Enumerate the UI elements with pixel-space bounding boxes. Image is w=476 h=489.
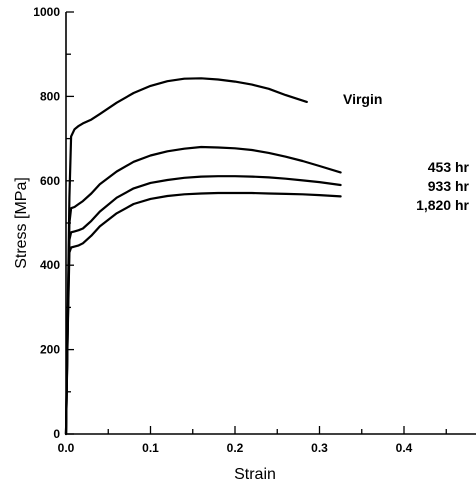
series-line-4 bbox=[64, 191, 342, 436]
x-tick-label: 0.2 bbox=[227, 441, 244, 455]
y-tick-label: 1000 bbox=[33, 5, 60, 19]
series-line-3 bbox=[64, 175, 342, 436]
series-line-1 bbox=[64, 77, 308, 436]
x-axis-label: Strain bbox=[234, 466, 276, 483]
series-line-2 bbox=[64, 145, 342, 436]
series-label: Virgin bbox=[343, 91, 382, 107]
x-tick-label: 0.3 bbox=[311, 441, 328, 455]
series-label: 453 hr bbox=[428, 159, 470, 175]
x-axis-ticks: 0.0 0.1 0.2 0.3 0.4 bbox=[58, 426, 447, 455]
y-tick-label: 200 bbox=[40, 343, 60, 357]
series-labels: Virgin 453 hr 933 hr 1,820 hr bbox=[343, 91, 470, 213]
y-tick-label: 600 bbox=[40, 174, 60, 188]
y-tick-label: 0 bbox=[53, 427, 60, 441]
x-tick-label: 0.0 bbox=[58, 441, 75, 455]
y-axis-label: Stress [MPa] bbox=[13, 177, 30, 269]
y-axis-ticks: 0 200 400 600 800 1000 bbox=[33, 5, 74, 441]
y-tick-label: 800 bbox=[40, 89, 60, 103]
y-tick-label: 400 bbox=[40, 258, 60, 272]
x-tick-label: 0.1 bbox=[142, 441, 159, 455]
series-lines bbox=[64, 77, 342, 436]
series-label: 933 hr bbox=[428, 178, 470, 194]
x-tick-label: 0.4 bbox=[396, 441, 413, 455]
series-label: 1,820 hr bbox=[416, 197, 469, 213]
